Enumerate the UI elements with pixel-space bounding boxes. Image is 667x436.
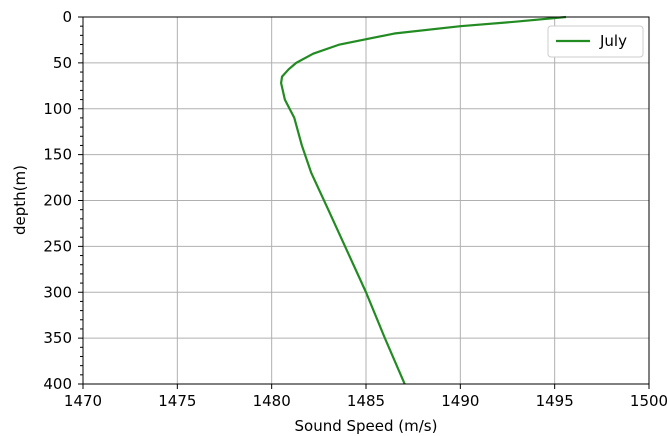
x-tick-label: 1485	[347, 392, 385, 410]
x-tick-label: 1480	[253, 392, 291, 410]
y-tick-label: 200	[43, 192, 72, 210]
series-layer	[280, 15, 567, 385]
x-tick-label: 1470	[64, 392, 102, 410]
x-tick-label: 1475	[158, 392, 196, 410]
legend-label: July	[599, 32, 627, 50]
y-tick-label: 250	[43, 237, 72, 255]
x-tick-label: 1490	[441, 392, 479, 410]
legend-box	[547, 25, 644, 58]
x-axis-ticks: 1470 1475 1480 1485 1490 1495 1500	[64, 384, 667, 410]
y-axis-label: depth(m)	[11, 165, 29, 235]
y-tick-label: 150	[43, 146, 72, 164]
y-tick-label: 300	[43, 283, 72, 301]
y-tick-label: 0	[62, 8, 72, 26]
y-tick-label: 100	[43, 100, 72, 118]
x-axis-label: Sound Speed (m/s)	[295, 417, 438, 435]
y-tick-label: 50	[53, 54, 72, 72]
x-tick-label: 1500	[630, 392, 667, 410]
y-tick-label: 350	[43, 329, 72, 347]
y-axis-ticks: 0 50 100 150 200 250 300 350 400	[43, 8, 83, 393]
legend: July	[547, 25, 644, 58]
series-line-0	[280, 15, 567, 385]
x-tick-label: 1495	[536, 392, 574, 410]
y-tick-label: 400	[43, 375, 72, 393]
